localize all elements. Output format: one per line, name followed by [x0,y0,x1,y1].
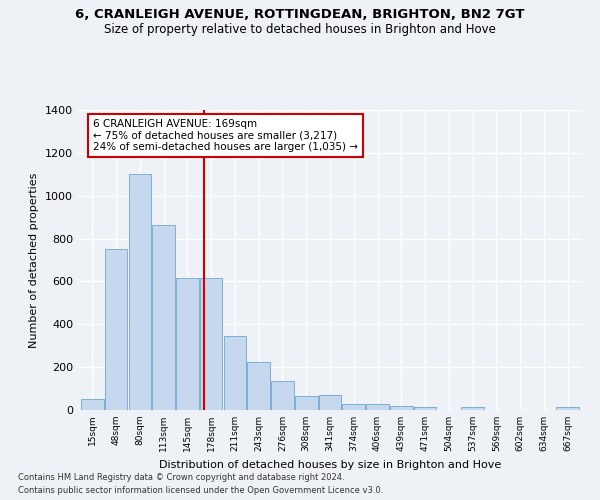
Bar [152,224,175,410]
Bar [390,406,413,410]
Bar [366,404,389,410]
Bar [461,408,484,410]
Bar [247,362,270,410]
Bar [105,250,127,410]
Text: 6 CRANLEIGH AVENUE: 169sqm
← 75% of detached houses are smaller (3,217)
24% of s: 6 CRANLEIGH AVENUE: 169sqm ← 75% of deta… [93,119,358,152]
Bar [200,278,223,410]
Bar [224,336,246,410]
Text: Contains public sector information licensed under the Open Government Licence v3: Contains public sector information licen… [18,486,383,495]
Bar [343,404,365,410]
Bar [414,407,436,410]
X-axis label: Distribution of detached houses by size in Brighton and Hove: Distribution of detached houses by size … [159,460,501,469]
Bar [81,400,104,410]
Text: Size of property relative to detached houses in Brighton and Hove: Size of property relative to detached ho… [104,22,496,36]
Text: Contains HM Land Registry data © Crown copyright and database right 2024.: Contains HM Land Registry data © Crown c… [18,474,344,482]
Bar [176,278,199,410]
Y-axis label: Number of detached properties: Number of detached properties [29,172,40,348]
Bar [556,408,579,410]
Text: 6, CRANLEIGH AVENUE, ROTTINGDEAN, BRIGHTON, BN2 7GT: 6, CRANLEIGH AVENUE, ROTTINGDEAN, BRIGHT… [75,8,525,20]
Bar [319,395,341,410]
Bar [295,396,317,410]
Bar [128,174,151,410]
Bar [271,381,294,410]
